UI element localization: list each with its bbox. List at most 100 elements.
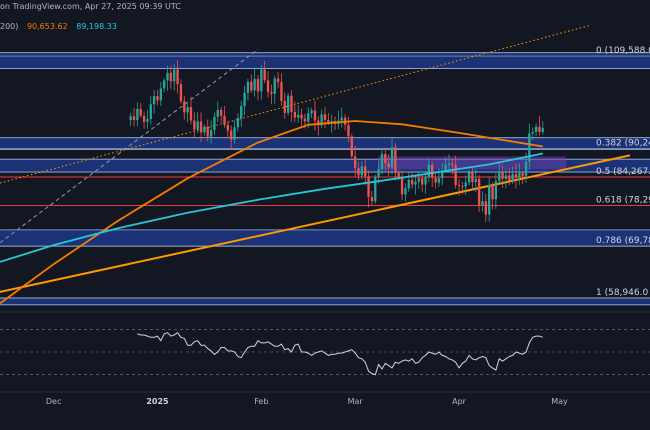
candle-body	[367, 176, 370, 197]
candle-body	[431, 164, 434, 178]
candle-body	[474, 178, 477, 183]
x-tick-label: Mar	[348, 397, 364, 406]
candle-body	[447, 163, 451, 165]
candle-body	[524, 161, 528, 176]
candle-body	[290, 95, 293, 112]
candle-body	[327, 120, 330, 123]
fib-label-0.5: 0.5 (84,267.0	[596, 167, 650, 177]
candle-body	[166, 72, 169, 81]
fib-label-0.786: 0.786 (69,783.9	[596, 236, 650, 246]
candle-body	[189, 107, 193, 121]
x-tick-label: Apr	[452, 397, 467, 406]
x-tick-label: Dec	[46, 397, 61, 406]
candle-body	[390, 147, 394, 168]
candle-body	[240, 106, 243, 119]
candle-body	[410, 179, 414, 185]
candle-body	[179, 84, 183, 102]
support-resistance-zone	[0, 159, 650, 173]
candle-body	[132, 116, 136, 121]
candle-body	[424, 177, 427, 185]
trendline-solid	[0, 154, 631, 293]
candle-body	[504, 175, 508, 179]
candle-body	[169, 72, 173, 82]
candle-body	[484, 201, 487, 215]
candle-body	[142, 115, 146, 122]
ma200-line	[0, 152, 543, 263]
ma100-value: 90,653.62	[26, 22, 68, 31]
fib-label-0: 0 (109,588.0	[596, 46, 650, 56]
candle-body	[293, 111, 297, 118]
candle-body	[317, 120, 320, 126]
candle-body	[467, 172, 471, 183]
candle-body	[437, 178, 441, 183]
chart-header: on TradingView.com, Apr 27, 2025 09:39 U…	[0, 2, 187, 11]
candle-body	[481, 201, 484, 206]
candle-body	[276, 78, 280, 83]
candle-body	[330, 120, 333, 123]
candle-body	[464, 182, 467, 187]
candle-body	[136, 109, 139, 121]
candle-body	[353, 156, 357, 169]
candle-body	[163, 80, 166, 89]
candle-body	[488, 184, 491, 215]
candle-body	[186, 107, 189, 113]
candle-body	[152, 96, 156, 105]
x-tick-label: Feb	[254, 397, 268, 406]
candle-body	[347, 124, 350, 137]
candle-body	[297, 114, 300, 118]
rsi-line	[137, 332, 543, 376]
candle-body	[146, 119, 149, 122]
candle-body	[477, 178, 481, 206]
candle-body	[266, 80, 270, 92]
candle-body	[370, 196, 374, 202]
candle-body	[427, 164, 431, 178]
candle-body	[394, 147, 397, 174]
source-label: on TradingView.com, Apr 27, 2025 09:39 U…	[0, 2, 181, 11]
candle-body	[149, 104, 152, 120]
candle-body	[286, 95, 290, 113]
candle-body	[541, 128, 544, 132]
candle-body	[340, 117, 343, 121]
candle-body	[193, 120, 196, 130]
candle-body	[139, 109, 142, 116]
candle-body	[246, 81, 250, 93]
x-tick-label: May	[551, 397, 568, 406]
ma200-value: 89,198.33	[76, 22, 117, 31]
support-resistance-zone	[0, 229, 650, 247]
candle-body	[173, 69, 176, 82]
candle-body	[434, 177, 437, 183]
candle-body	[219, 109, 223, 116]
candle-body	[397, 173, 400, 178]
candle-body	[250, 81, 253, 91]
support-resistance-zone	[0, 297, 650, 305]
candle-body	[230, 130, 233, 140]
candle-body	[357, 168, 360, 176]
candle-body	[531, 131, 534, 134]
candle-body	[320, 114, 323, 126]
candle-body	[307, 113, 310, 122]
candle-body	[260, 69, 263, 92]
candle-body	[203, 126, 206, 133]
ma-legend: 200) 90,653.62 89,198.33	[0, 22, 123, 31]
x-tick-label: 2025	[146, 397, 169, 406]
candle-body	[521, 173, 524, 176]
support-resistance-zone	[0, 52, 650, 69]
trendline-dashed	[0, 48, 259, 244]
candle-body	[223, 115, 226, 125]
candle-body	[457, 184, 461, 186]
candle-body	[236, 118, 240, 128]
candle-body	[280, 82, 283, 101]
ma100-line	[0, 120, 543, 305]
candle-body	[360, 166, 364, 176]
candle-body	[461, 185, 464, 187]
candle-body	[364, 166, 367, 177]
ma-legend-label: 200)	[0, 22, 19, 31]
candle-body	[156, 96, 159, 101]
candle-body	[400, 177, 404, 195]
candle-body	[310, 110, 313, 114]
candle-body	[213, 116, 216, 131]
candle-body	[303, 118, 307, 122]
candle-body	[209, 130, 213, 137]
candle-body	[511, 173, 514, 181]
